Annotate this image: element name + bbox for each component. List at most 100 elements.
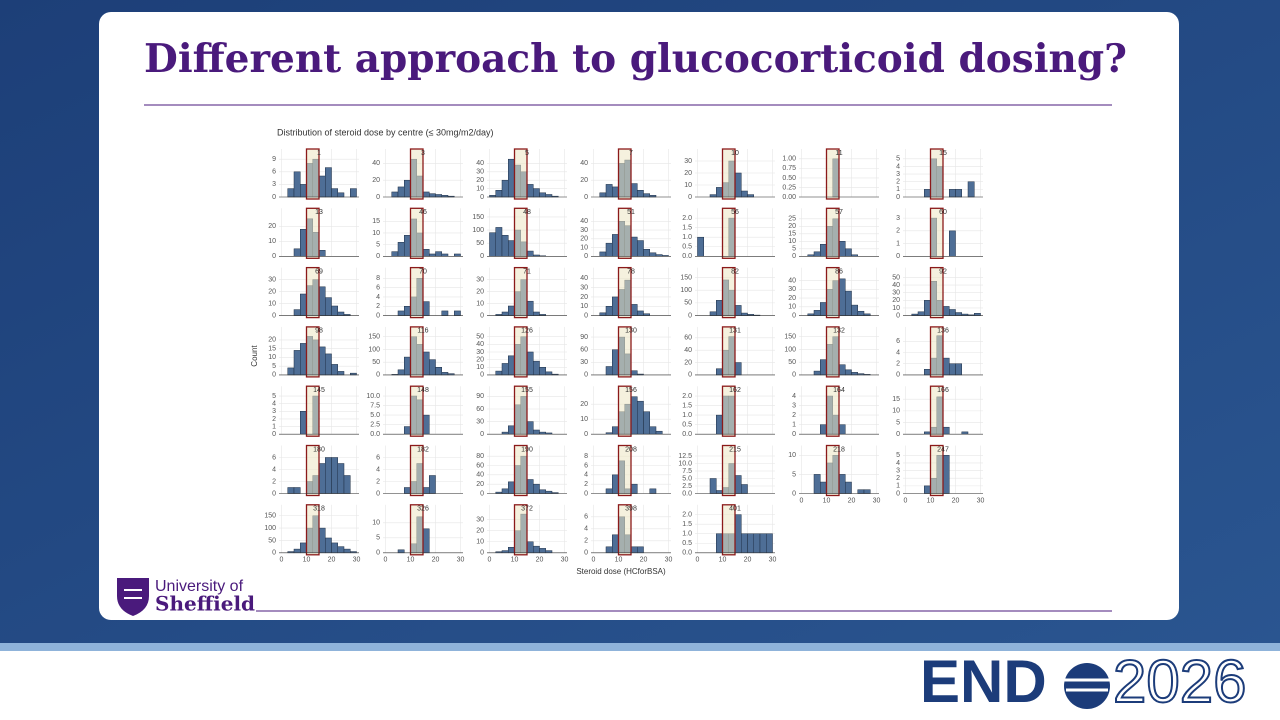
y-tick-label: 7.5 [682, 468, 692, 475]
panel-title: 145 [313, 387, 325, 394]
panel-title: 162 [729, 387, 741, 394]
bar [741, 484, 748, 494]
bar [845, 369, 852, 376]
y-tick-label: 100 [368, 346, 380, 353]
bar [539, 431, 546, 435]
x-tick-label: 10 [511, 557, 519, 564]
highlight-band [929, 207, 944, 259]
y-tick-label: 10 [268, 238, 276, 245]
x-tick-label: 30 [873, 497, 881, 504]
y-tick-label: 20 [788, 295, 796, 302]
bar [942, 306, 950, 316]
y-tick-label: 20 [476, 356, 484, 363]
bar [605, 546, 613, 554]
y-tick-label: 5 [896, 156, 900, 163]
highlight-band [825, 266, 840, 319]
y-tick-label: 30 [476, 276, 484, 283]
bar [630, 546, 638, 554]
y-tick-label: 20 [268, 337, 276, 344]
y-tick-label: 40 [580, 218, 588, 225]
y-tick-label: 4 [792, 393, 796, 400]
panel-title: 92 [939, 268, 947, 275]
panel-title: 48 [523, 209, 531, 216]
bar [397, 242, 405, 257]
bar [435, 194, 442, 198]
x-tick-label: 0 [592, 557, 596, 564]
x-tick-label: 0 [384, 557, 388, 564]
highlight-band [721, 207, 736, 259]
y-tick-label: 30 [580, 359, 588, 366]
y-tick-label: 20 [372, 177, 380, 184]
panel-title: 182 [417, 446, 429, 453]
y-tick-label: 10 [372, 230, 380, 237]
x-tick-label: 10 [823, 497, 831, 504]
panel-title: 10 [731, 150, 739, 157]
panel-title: 372 [521, 506, 533, 513]
bar [287, 487, 295, 494]
bar [397, 310, 405, 316]
bar [397, 369, 405, 376]
panel-title: 132 [833, 328, 845, 335]
bar [942, 426, 950, 435]
y-tick-label: 3 [792, 402, 796, 409]
y-tick-label: 2 [896, 475, 900, 482]
y-tick-label: 6 [896, 338, 900, 345]
bar [949, 309, 956, 316]
y-tick-label: 20 [476, 288, 484, 295]
bar [435, 367, 442, 376]
x-tick-label: 30 [353, 557, 361, 564]
bar [649, 488, 657, 494]
y-tick-label: 9 [272, 156, 276, 163]
y-tick-label: 0 [480, 550, 484, 557]
y-tick-label: 60 [580, 347, 588, 354]
y-tick-label: 10.0 [678, 460, 692, 467]
panel-title: 326 [417, 506, 429, 513]
bar [526, 421, 534, 435]
panel-title: 11 [835, 150, 842, 157]
bar [838, 241, 846, 257]
bar [612, 426, 619, 435]
y-tick-label: 30 [476, 516, 484, 523]
bar [630, 183, 638, 198]
panel-title: 166 [937, 387, 949, 394]
bar [508, 240, 515, 257]
y-tick-label: 80 [476, 453, 484, 460]
bar [649, 252, 657, 257]
y-tick-label: 1.5 [682, 225, 692, 232]
bar [734, 172, 742, 198]
bar [545, 194, 553, 198]
y-tick-label: 0.00 [782, 194, 796, 201]
x-tick-label: 0 [488, 557, 492, 564]
bar [422, 528, 430, 554]
panel-title: 46 [419, 209, 427, 216]
panel-title: 3 [421, 150, 425, 157]
y-tick-label: 0 [376, 312, 380, 319]
highlight-band [305, 326, 320, 378]
brand-text: 2026 [1113, 648, 1246, 715]
panel-title: 70 [419, 268, 427, 275]
y-tick-label: 6 [376, 454, 380, 461]
y-tick-label: 100 [784, 346, 796, 353]
panel-title: 13 [315, 209, 323, 216]
bar [397, 549, 405, 554]
bar [734, 475, 742, 494]
y-tick-label: 5 [896, 452, 900, 459]
panel-title: 208 [625, 446, 637, 453]
bar [820, 302, 827, 316]
x-tick-label: 20 [640, 557, 648, 564]
y-tick-label: 0.50 [782, 175, 796, 182]
y-tick-label: 10 [788, 238, 796, 245]
x-tick-label: 30 [561, 557, 569, 564]
y-tick-label: 20 [580, 401, 588, 408]
bar [331, 188, 338, 198]
bar [325, 297, 332, 316]
y-tick-label: 3 [896, 467, 900, 474]
x-tick-label: 20 [536, 557, 544, 564]
bar [605, 366, 613, 376]
highlight-band [513, 444, 528, 497]
y-tick-label: 2.5 [682, 483, 692, 490]
highlight-band [721, 504, 736, 556]
y-tick-label: 0 [584, 194, 588, 201]
y-tick-label: 4 [376, 294, 380, 301]
bar [287, 188, 295, 198]
